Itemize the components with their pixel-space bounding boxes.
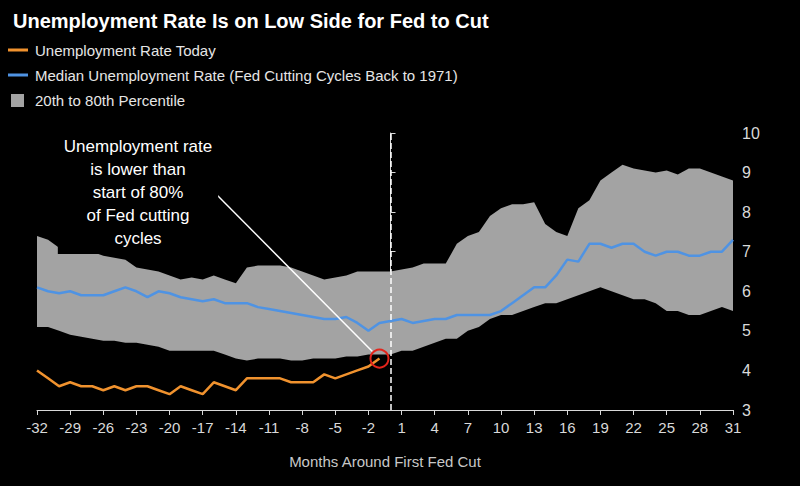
svg-text:28: 28 (692, 419, 709, 436)
svg-text:9: 9 (742, 164, 751, 181)
svg-text:-17: -17 (192, 419, 214, 436)
svg-text:10: 10 (493, 419, 510, 436)
svg-text:6: 6 (742, 283, 751, 300)
svg-text:of Fed cutting: of Fed cutting (86, 206, 189, 225)
svg-text:Unemployment Rate Is on Low Si: Unemployment Rate Is on Low Side for Fed… (13, 10, 489, 32)
svg-text:19: 19 (592, 419, 609, 436)
svg-text:-14: -14 (225, 419, 247, 436)
svg-text:22: 22 (625, 419, 642, 436)
svg-text:4: 4 (742, 362, 751, 379)
svg-text:cycles: cycles (114, 229, 161, 248)
svg-text:4: 4 (431, 419, 439, 436)
svg-text:3: 3 (742, 402, 751, 419)
svg-text:-32: -32 (26, 419, 48, 436)
svg-text:-20: -20 (159, 419, 181, 436)
svg-text:16: 16 (559, 419, 576, 436)
svg-text:Median Unemployment Rate (Fed: Median Unemployment Rate (Fed Cutting Cy… (35, 67, 458, 84)
svg-text:1: 1 (397, 419, 405, 436)
svg-text:-29: -29 (59, 419, 81, 436)
svg-text:Months Around First Fed Cut: Months Around First Fed Cut (289, 453, 482, 470)
svg-text:is lower than: is lower than (90, 160, 185, 179)
svg-text:7: 7 (742, 243, 751, 260)
svg-text:Unemployment Rate Today: Unemployment Rate Today (35, 42, 216, 59)
svg-text:-8: -8 (295, 419, 308, 436)
svg-text:20th to 80th Percentile: 20th to 80th Percentile (35, 92, 185, 109)
svg-text:-11: -11 (259, 419, 280, 436)
svg-text:-5: -5 (329, 419, 342, 436)
svg-text:-2: -2 (362, 419, 375, 436)
svg-text:10: 10 (742, 125, 760, 142)
svg-text:31: 31 (725, 419, 742, 436)
svg-text:25: 25 (658, 419, 675, 436)
svg-text:start of 80%: start of 80% (93, 183, 184, 202)
svg-text:Unemployment rate: Unemployment rate (64, 137, 212, 156)
svg-text:7: 7 (464, 419, 472, 436)
svg-text:-23: -23 (126, 419, 148, 436)
svg-text:8: 8 (742, 204, 751, 221)
svg-text:-26: -26 (92, 419, 114, 436)
svg-text:13: 13 (526, 419, 543, 436)
svg-text:5: 5 (742, 322, 751, 339)
